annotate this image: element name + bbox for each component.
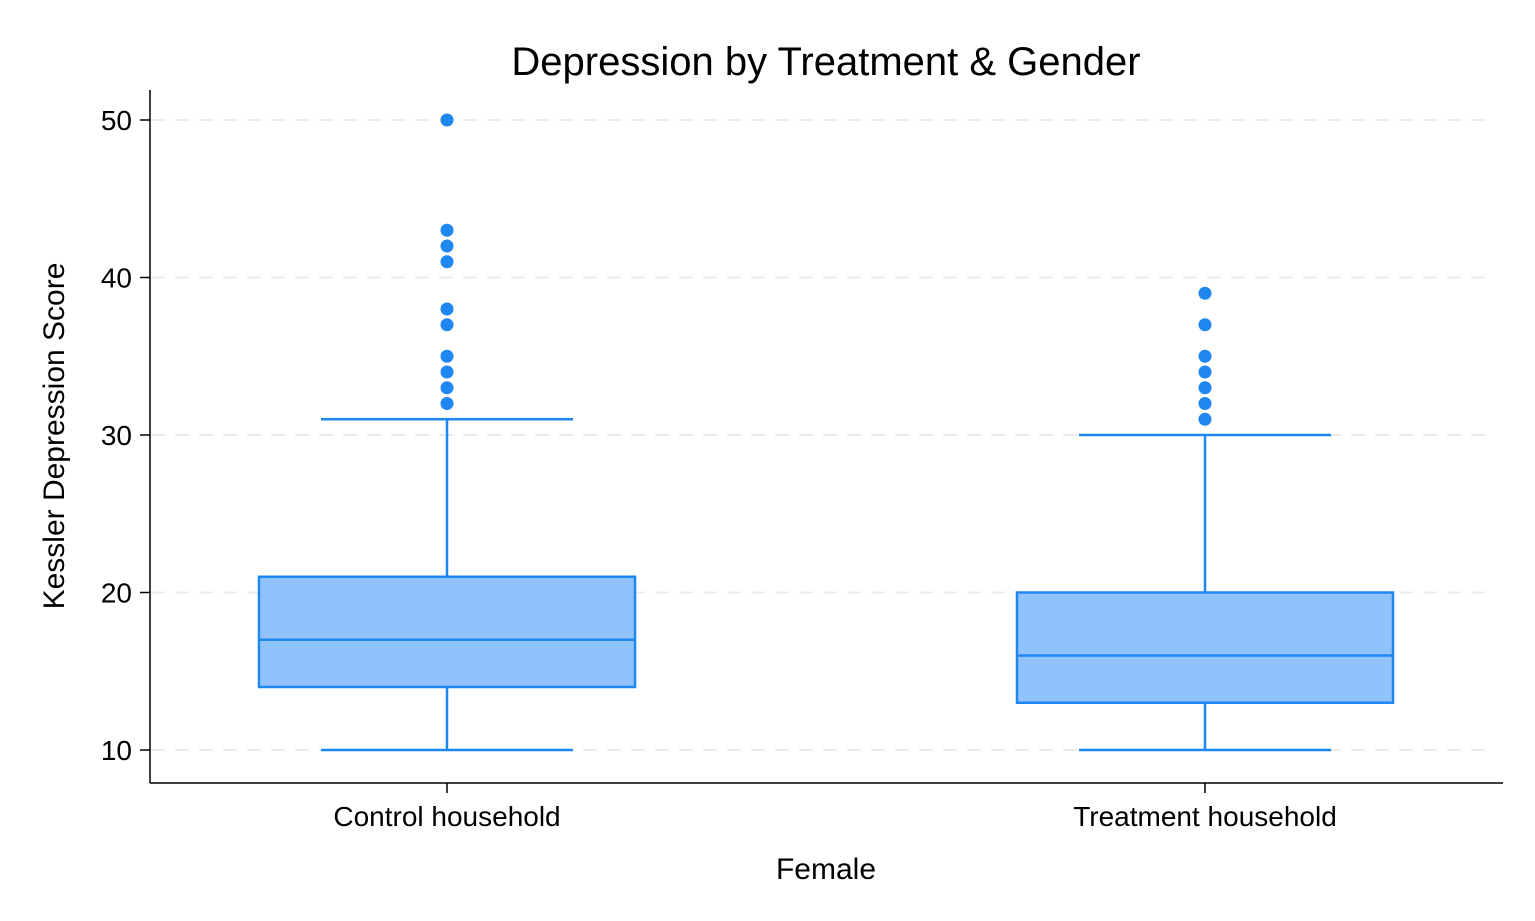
outlier-point bbox=[440, 223, 454, 237]
outlier-point bbox=[440, 255, 454, 269]
outlier-point bbox=[1198, 349, 1212, 363]
outlier-point bbox=[1198, 397, 1212, 410]
y-tick-label: 10 bbox=[101, 735, 132, 766]
outlier-point bbox=[440, 302, 454, 316]
chart-title: Depression by Treatment & Gender bbox=[511, 40, 1140, 84]
outlier-point bbox=[440, 239, 454, 253]
box-layer bbox=[257, 113, 1395, 752]
y-axis-ticks: 10 20 30 40 50 bbox=[101, 105, 150, 766]
x-tick-label: Control household bbox=[333, 801, 560, 832]
y-axis-title: Kessler Depression Score bbox=[38, 263, 71, 610]
outlier-point bbox=[440, 318, 454, 332]
outlier-point bbox=[440, 365, 454, 379]
x-tick-label: Treatment household bbox=[1073, 801, 1337, 832]
x-axis-ticks: Control household Treatment household bbox=[333, 783, 1337, 832]
outlier-point bbox=[1198, 381, 1212, 395]
y-tick-label: 40 bbox=[101, 263, 132, 294]
outlier-point bbox=[440, 381, 454, 395]
iqr-box bbox=[257, 575, 637, 689]
outlier-point bbox=[1198, 365, 1212, 379]
box-group bbox=[1015, 286, 1395, 752]
y-tick-label: 20 bbox=[101, 578, 132, 609]
y-tick-label: 50 bbox=[101, 105, 132, 136]
iqr-box bbox=[1015, 591, 1395, 704]
y-tick-label: 30 bbox=[101, 420, 132, 451]
outlier-point bbox=[1198, 412, 1212, 426]
outlier-point bbox=[1198, 318, 1212, 332]
outlier-point bbox=[440, 397, 454, 410]
outlier-point bbox=[1198, 286, 1212, 300]
x-axis-title: Female bbox=[776, 853, 876, 886]
box-group bbox=[257, 113, 637, 752]
outlier-point bbox=[440, 113, 454, 127]
outlier-point bbox=[440, 349, 454, 363]
